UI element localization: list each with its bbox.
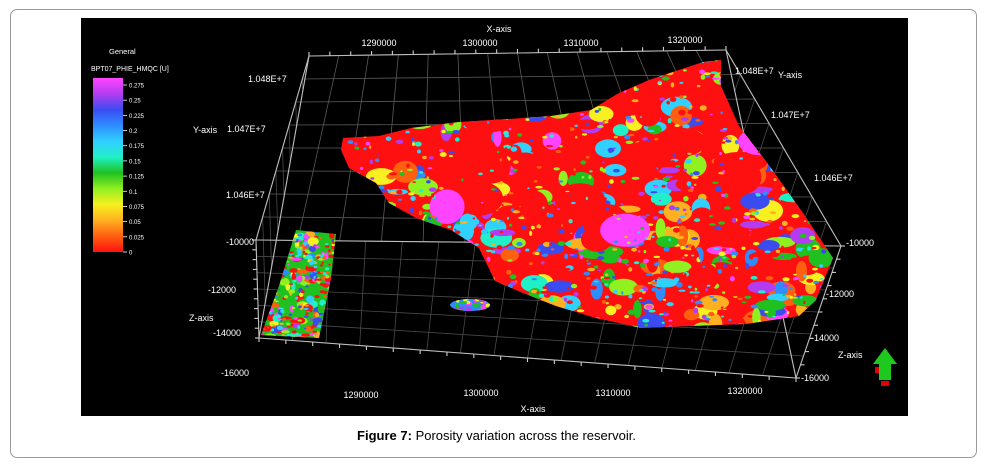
legend-tick-label: 0.05 xyxy=(129,220,141,226)
z-tick-right-2: -14000 xyxy=(811,333,839,343)
x-axis-title-bottom: X-axis xyxy=(520,404,546,414)
legend-color-bar xyxy=(93,78,123,252)
y-tick-right-2: 1.046E+7 xyxy=(814,173,853,183)
x-tick-bottom-1: 1300000 xyxy=(463,388,498,398)
y-axis-title-left: Y-axis xyxy=(193,125,218,135)
z-axis-title-left: Z-axis xyxy=(189,313,214,323)
reservoir-fragment xyxy=(450,299,490,311)
y-tick-right-1: 1.047E+7 xyxy=(771,110,810,120)
figure-caption-text: Porosity variation across the reservoir. xyxy=(411,428,636,443)
y-tick-left-1: 1.047E+7 xyxy=(227,124,266,134)
legend-tick-label: 0.25 xyxy=(129,99,141,105)
y-tick-right-0: 1.048E+7 xyxy=(735,66,774,76)
legend-tick-label: 0.025 xyxy=(129,235,145,241)
x-tick-bottom-3: 1320000 xyxy=(727,386,762,396)
figure-caption: Figure 7: Porosity variation across the … xyxy=(0,428,993,443)
north-arrow-icon xyxy=(873,348,897,386)
y-tick-left-0: 1.048E+7 xyxy=(248,74,287,84)
x-tick-top-2: 1310000 xyxy=(563,38,598,48)
z-tick-left-3: -16000 xyxy=(221,368,249,378)
z-axis-title-right: Z-axis xyxy=(838,350,863,360)
legend-tick-label: 0.15 xyxy=(129,159,141,165)
z-tick-right-0: -10000 xyxy=(846,238,874,248)
legend-tick-label: 0.275 xyxy=(129,84,145,90)
x-tick-bottom-2: 1310000 xyxy=(595,388,630,398)
legend-property-label: BPT07_PHIE_HMQC [U] xyxy=(91,66,169,73)
axis-labels: X-axis X-axis Y-axis Y-axis Z-axis Z-axi… xyxy=(189,24,874,414)
reservoir-3d-canvas: General BPT07_PHIE_HMQC [U] 0.275 0.25 0.2… xyxy=(91,24,897,414)
x-tick-top-1: 1300000 xyxy=(462,38,497,48)
z-tick-left-2: -14000 xyxy=(213,328,241,338)
x-tick-top-3: 1320000 xyxy=(667,35,702,45)
x-tick-bottom-0: 1290000 xyxy=(343,390,378,400)
figure-caption-label: Figure 7: xyxy=(357,428,412,443)
legend-tick-label: 0.075 xyxy=(129,205,145,211)
porosity-legend: General BPT07_PHIE_HMQC [U] 0.275 0.25 0.2… xyxy=(91,47,169,257)
x-axis-title-top: X-axis xyxy=(486,24,512,34)
legend-tick-label: 0.125 xyxy=(129,175,145,181)
reservoir-3d-view: General BPT07_PHIE_HMQC [U] 0.275 0.25 0.2… xyxy=(81,18,908,416)
legend-tick-label: 0.2 xyxy=(129,129,138,135)
y-axis-title-right: Y-axis xyxy=(778,70,803,80)
y-tick-left-2: 1.046E+7 xyxy=(226,190,265,200)
reservoir-surface-main xyxy=(341,60,833,328)
legend-group-label: General xyxy=(109,47,136,56)
z-tick-right-1: -12000 xyxy=(826,289,854,299)
legend-tick-label: 0.1 xyxy=(129,190,138,196)
legend-tick-label: 0 xyxy=(129,251,133,257)
legend-tick-label: 0.225 xyxy=(129,114,145,120)
x-tick-top-0: 1290000 xyxy=(361,38,396,48)
z-tick-left-0: -10000 xyxy=(226,237,254,247)
legend-tick-label: 0.175 xyxy=(129,144,145,150)
z-tick-left-1: -12000 xyxy=(208,285,236,295)
z-tick-right-3: -16000 xyxy=(801,373,829,383)
